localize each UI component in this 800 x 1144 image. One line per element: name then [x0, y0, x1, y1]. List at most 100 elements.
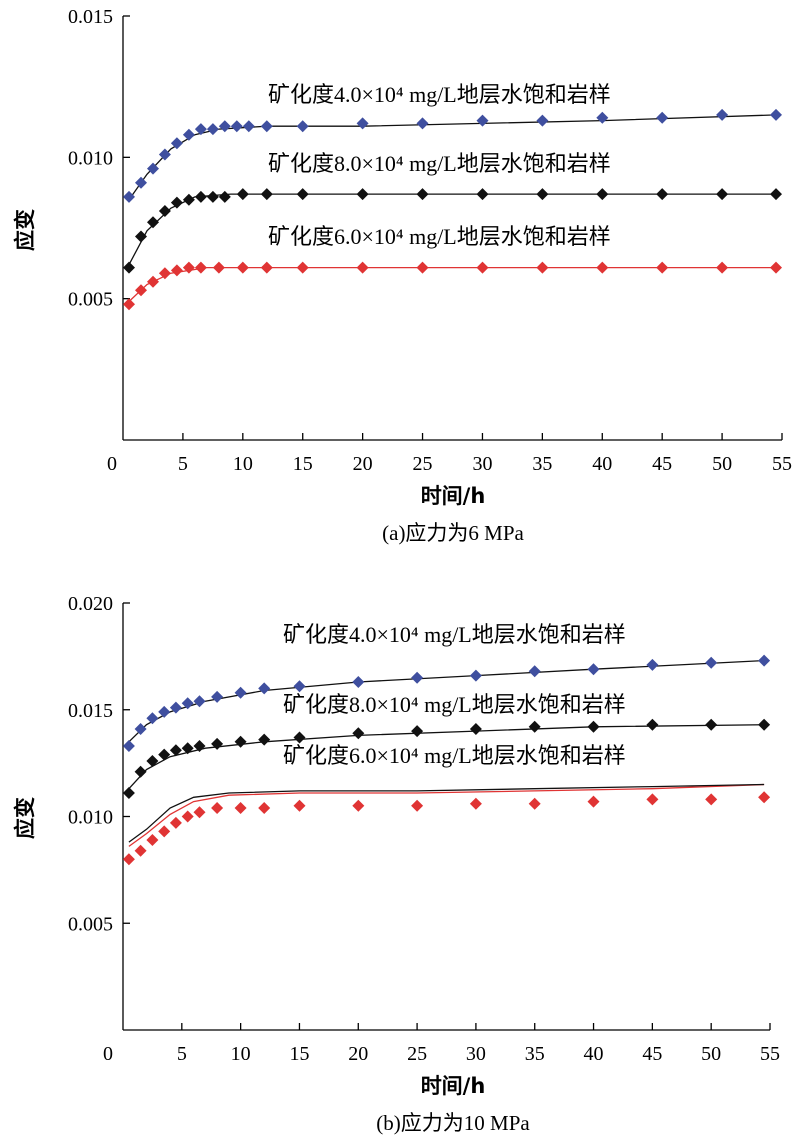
- data-point-60k: [705, 793, 718, 806]
- data-point-40k: [147, 162, 159, 175]
- chart-a: 5 10 15 20 25 30 35 40 45 50 55 0.005 0.010 0.015 0 矿…: [13, 6, 792, 545]
- data-point-40k: [293, 680, 306, 693]
- data-point-40k: [476, 114, 489, 127]
- data-point-40k: [296, 120, 309, 133]
- data-point-40k: [135, 176, 147, 189]
- data-point-40k: [356, 117, 369, 130]
- data-point-60k: [528, 797, 541, 810]
- y-tick-label: 0.010: [68, 147, 113, 169]
- data-point-80k: [528, 720, 541, 733]
- data-point-60k: [356, 261, 369, 274]
- data-point-40k: [234, 686, 247, 699]
- chart-a-annotation-6: 矿化度6.0×10⁴ mg/L地层水饱和岩样: [268, 224, 611, 249]
- data-point-80k: [352, 727, 365, 740]
- data-point-60k: [296, 261, 309, 274]
- data-point-80k: [134, 765, 147, 778]
- data-point-60k: [536, 261, 549, 274]
- data-point-60k: [212, 261, 225, 274]
- data-point-40k: [646, 658, 659, 671]
- data-point-80k: [293, 731, 306, 744]
- y-tick-label: 0.005: [68, 913, 113, 935]
- data-point-60k: [758, 791, 771, 804]
- data-point-60k: [234, 802, 247, 814]
- data-point-40k: [758, 654, 771, 667]
- x-tick-label: 30: [472, 453, 492, 475]
- chart-b-annotation-8: 矿化度8.0×10⁴ mg/L地层水饱和岩样: [283, 692, 626, 717]
- data-point-60k: [194, 261, 207, 274]
- y-tick-label: 0.005: [68, 289, 113, 311]
- chart-b-annotation-6: 矿化度6.0×10⁴ mg/L地层水饱和岩样: [283, 743, 626, 768]
- data-point-60k: [770, 261, 782, 274]
- data-point-60k: [181, 810, 194, 823]
- data-point-60k: [416, 261, 429, 274]
- chart-a-y-axis-label: 应变: [13, 209, 37, 251]
- data-point-60k: [716, 261, 729, 274]
- chart-a-x-axis-label: 时间/h: [421, 484, 486, 508]
- data-point-40k: [411, 671, 424, 684]
- data-point-60k: [170, 264, 183, 277]
- chart-b-x-origin-label: 0: [103, 1043, 113, 1065]
- data-point-40k: [193, 695, 206, 708]
- chart-b-points: [122, 654, 771, 866]
- data-point-40k: [123, 190, 135, 203]
- data-point-80k: [656, 188, 669, 201]
- chart-b: 5 10 15 20 25 30 35 40 45 50 55 0.005 0.010 0.015 0.02…: [13, 593, 780, 1135]
- y-tick-label: 0.015: [68, 700, 113, 722]
- x-tick-label: 45: [652, 453, 672, 475]
- data-point-60k: [236, 261, 249, 274]
- y-tick-label: 0.010: [68, 807, 113, 829]
- data-point-80k: [146, 755, 159, 767]
- data-point-80k: [296, 188, 309, 201]
- data-point-80k: [182, 193, 195, 206]
- chart-b-annotation-4: 矿化度4.0×10⁴ mg/L地层水饱和岩样: [283, 622, 626, 647]
- chart-b-caption: (b)应力为10 MPa: [376, 1111, 530, 1135]
- data-point-40k: [416, 117, 429, 130]
- data-point-60k: [193, 806, 206, 819]
- data-point-80k: [260, 188, 273, 201]
- chart-a-annotation-4: 矿化度4.0×10⁴ mg/L地层水饱和岩样: [268, 82, 611, 107]
- data-point-40k: [146, 712, 159, 725]
- chart-a-caption: (a)应力为6 MPa: [382, 521, 524, 545]
- data-point-40k: [716, 108, 729, 121]
- data-point-80k: [170, 196, 183, 209]
- data-point-60k: [211, 802, 224, 814]
- x-tick-label: 50: [701, 1043, 721, 1065]
- chart-b-ticks: 5 10 15 20 25 30 35 40 45 50 55 0.005 0.010 0.015 0.02…: [68, 593, 780, 1065]
- chart-a-ticks: 5 10 15 20 25 30 35 40 45 50 55 0.005 0.010 0.015: [68, 6, 792, 475]
- x-tick-label: 20: [348, 1043, 368, 1065]
- x-tick-label: 5: [177, 1043, 187, 1065]
- data-point-80k: [181, 742, 194, 755]
- x-tick-label: 55: [760, 1043, 780, 1065]
- data-point-80k: [158, 205, 171, 217]
- data-point-40k: [656, 111, 669, 124]
- data-point-60k: [260, 261, 273, 274]
- data-point-80k: [758, 718, 771, 731]
- data-point-60k: [146, 834, 159, 846]
- data-point-80k: [596, 188, 609, 201]
- data-point-40k: [352, 676, 365, 688]
- data-point-40k: [218, 120, 231, 133]
- data-point-80k: [416, 188, 429, 201]
- data-point-40k: [181, 697, 194, 710]
- data-point-40k: [122, 740, 135, 752]
- chart-a-annotation-8: 矿化度8.0×10⁴ mg/L地层水饱和岩样: [268, 151, 611, 176]
- data-point-60k: [135, 284, 147, 297]
- data-point-60k: [352, 799, 365, 812]
- data-point-40k: [770, 108, 782, 121]
- data-point-60k: [587, 795, 600, 808]
- data-point-80k: [218, 190, 231, 203]
- data-point-40k: [169, 701, 182, 714]
- data-point-80k: [646, 718, 659, 731]
- x-tick-label: 35: [532, 453, 552, 475]
- data-point-60k: [169, 816, 182, 829]
- data-point-60k: [646, 793, 659, 806]
- data-point-40k: [158, 705, 171, 718]
- data-point-80k: [536, 188, 549, 201]
- data-point-80k: [705, 718, 718, 731]
- data-point-60k: [134, 844, 147, 857]
- data-point-80k: [206, 190, 219, 203]
- data-point-80k: [169, 744, 182, 757]
- data-point-60k: [147, 275, 159, 288]
- x-tick-label: 15: [293, 453, 313, 475]
- data-point-40k: [182, 128, 195, 141]
